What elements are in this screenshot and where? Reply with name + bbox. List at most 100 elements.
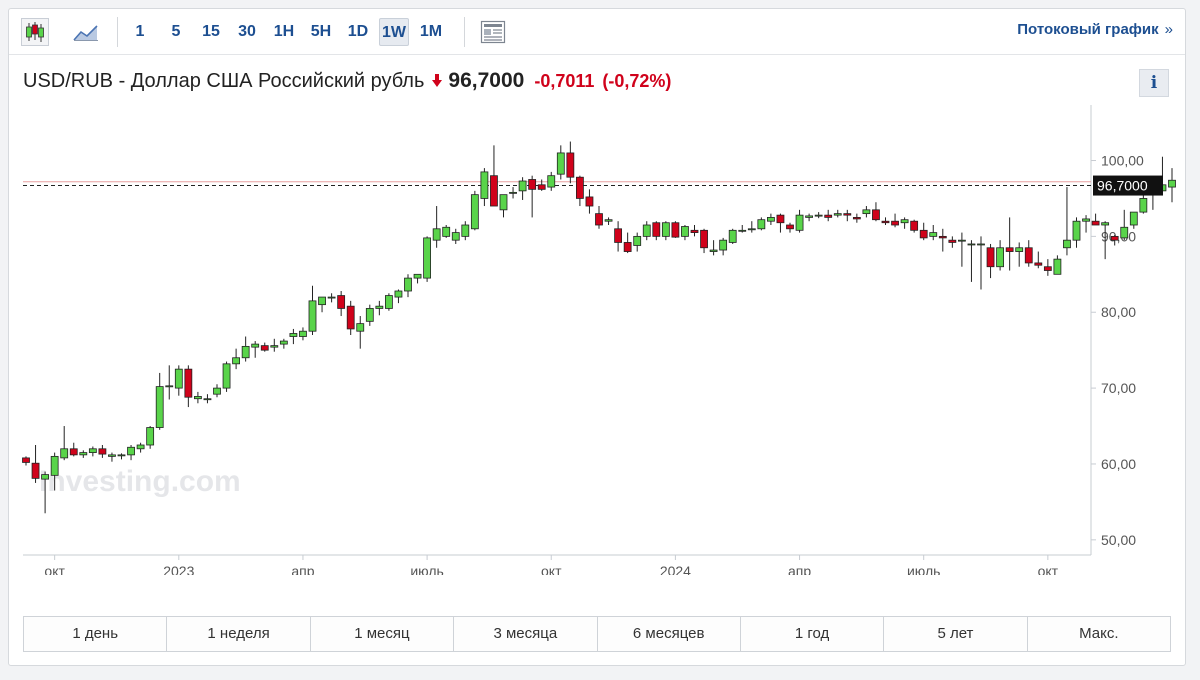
x-tick-label: окт bbox=[1038, 563, 1059, 575]
candle-up bbox=[108, 454, 116, 457]
candlestick-chart-icon[interactable] bbox=[21, 18, 49, 46]
candle-up bbox=[155, 386, 164, 428]
candle-up bbox=[719, 239, 728, 251]
candle-up bbox=[1063, 239, 1071, 249]
candle-down bbox=[910, 220, 919, 231]
candle-up bbox=[423, 237, 432, 279]
y-tick-label: 50,00 bbox=[1101, 532, 1136, 548]
interval-1[interactable]: 1 bbox=[135, 23, 145, 40]
range-max[interactable]: Макс. bbox=[1027, 617, 1170, 651]
range-1-day[interactable]: 1 день bbox=[24, 617, 168, 651]
candle-down bbox=[891, 220, 899, 226]
range-6-months[interactable]: 6 месяцев bbox=[597, 617, 741, 651]
candle-down bbox=[1034, 262, 1043, 266]
candle-up bbox=[509, 191, 517, 194]
x-tick-label: апр bbox=[788, 563, 811, 575]
candle-down bbox=[31, 462, 40, 479]
candle-down bbox=[948, 239, 957, 243]
candle-up bbox=[50, 455, 59, 476]
candle-up bbox=[289, 333, 298, 337]
candle-down bbox=[184, 368, 193, 398]
candle-down bbox=[1005, 247, 1014, 252]
y-tick-label: 100,00 bbox=[1101, 153, 1144, 169]
instrument-header: USD/RUB - Доллар США Российский рубль 96… bbox=[23, 67, 671, 95]
down-arrow-icon bbox=[432, 74, 443, 87]
candle-down bbox=[919, 229, 928, 239]
candlestick-chart[interactable]: Investing.com 50,00 60,00 70,00 80,00 90,00 10… bbox=[9, 105, 1185, 575]
candle-down bbox=[1024, 247, 1033, 264]
candle-down bbox=[576, 176, 584, 199]
current-price-box bbox=[1093, 175, 1163, 196]
candle-up bbox=[165, 385, 174, 388]
streaming-chart-link[interactable]: Потоковый график » bbox=[1017, 21, 1173, 38]
candle-down bbox=[260, 345, 269, 351]
chart-toolbar: 1 5 15 30 1H 5H 1D 1W 1M Потоковый графи… bbox=[9, 9, 1185, 55]
candle-up bbox=[60, 448, 69, 459]
candle-down bbox=[872, 209, 880, 221]
interval-5[interactable]: 5 bbox=[171, 23, 181, 40]
candle-up bbox=[251, 343, 260, 348]
range-3-months[interactable]: 3 месяца bbox=[454, 617, 598, 651]
interval-30[interactable]: 30 bbox=[238, 23, 256, 40]
candle-up bbox=[451, 232, 460, 241]
interval-1d[interactable]: 1D bbox=[347, 23, 369, 40]
candle-down bbox=[852, 217, 861, 220]
candle-up bbox=[805, 215, 813, 218]
range-1-month[interactable]: 1 месяц bbox=[310, 617, 455, 651]
toolbar-divider bbox=[117, 17, 118, 47]
chart-widget: 1 5 15 30 1H 5H 1D 1W 1M Потоковый графи… bbox=[8, 8, 1186, 666]
candle-up bbox=[547, 175, 556, 188]
candle-up bbox=[384, 295, 393, 309]
candle-up bbox=[767, 217, 775, 222]
candle-up bbox=[241, 345, 250, 359]
range-5-years[interactable]: 5 лет bbox=[884, 617, 1028, 651]
candle-down bbox=[671, 222, 680, 238]
interval-1h[interactable]: 1H bbox=[273, 23, 295, 40]
candle-up bbox=[996, 247, 1004, 268]
candle-up bbox=[738, 229, 747, 232]
candle-down bbox=[585, 196, 594, 207]
candle-down bbox=[824, 214, 833, 218]
candle-up bbox=[174, 368, 183, 389]
candle-down bbox=[776, 214, 785, 224]
candle-up bbox=[633, 235, 642, 246]
candle-down bbox=[566, 152, 575, 178]
candle-up bbox=[413, 273, 422, 279]
interval-15[interactable]: 15 bbox=[202, 23, 220, 40]
price-change-percent: (-0,72%) bbox=[602, 70, 672, 91]
info-button[interactable]: i bbox=[1139, 69, 1169, 97]
candle-up bbox=[136, 444, 145, 450]
interval-1m[interactable]: 1M bbox=[419, 23, 443, 40]
x-tick-label: апр bbox=[291, 563, 314, 575]
candle-down bbox=[986, 247, 995, 268]
candle-down bbox=[22, 457, 30, 463]
x-tick-label: 2024 bbox=[660, 563, 691, 575]
candle-up bbox=[193, 396, 202, 400]
candle-up bbox=[1082, 218, 1090, 222]
candle-up bbox=[432, 228, 441, 241]
last-price: 96,7000 bbox=[448, 69, 525, 92]
toolbar-divider bbox=[464, 17, 465, 47]
candle-up bbox=[1129, 211, 1138, 226]
interval-1w[interactable]: 1W bbox=[379, 18, 409, 46]
candle-up bbox=[461, 224, 470, 237]
candle-down bbox=[346, 305, 355, 330]
candle-up bbox=[642, 224, 651, 237]
x-tick-label: окт bbox=[541, 563, 562, 575]
candle-down bbox=[595, 213, 603, 226]
candle-down bbox=[528, 179, 537, 190]
candle-up bbox=[1101, 222, 1110, 226]
range-1-week[interactable]: 1 неделя bbox=[167, 617, 311, 651]
y-tick-label: 60,00 bbox=[1101, 456, 1136, 472]
candle-up bbox=[146, 427, 155, 446]
range-1-year[interactable]: 1 год bbox=[740, 617, 885, 651]
candle-up bbox=[279, 340, 288, 345]
area-chart-icon[interactable] bbox=[71, 18, 101, 46]
news-icon[interactable] bbox=[479, 18, 507, 46]
interval-5h[interactable]: 5H bbox=[310, 23, 332, 40]
candle-up bbox=[661, 222, 670, 237]
chevron-right-icon: » bbox=[1164, 21, 1173, 38]
candle-down bbox=[652, 222, 661, 237]
candle-up bbox=[1120, 226, 1129, 239]
candle-up bbox=[862, 209, 871, 215]
